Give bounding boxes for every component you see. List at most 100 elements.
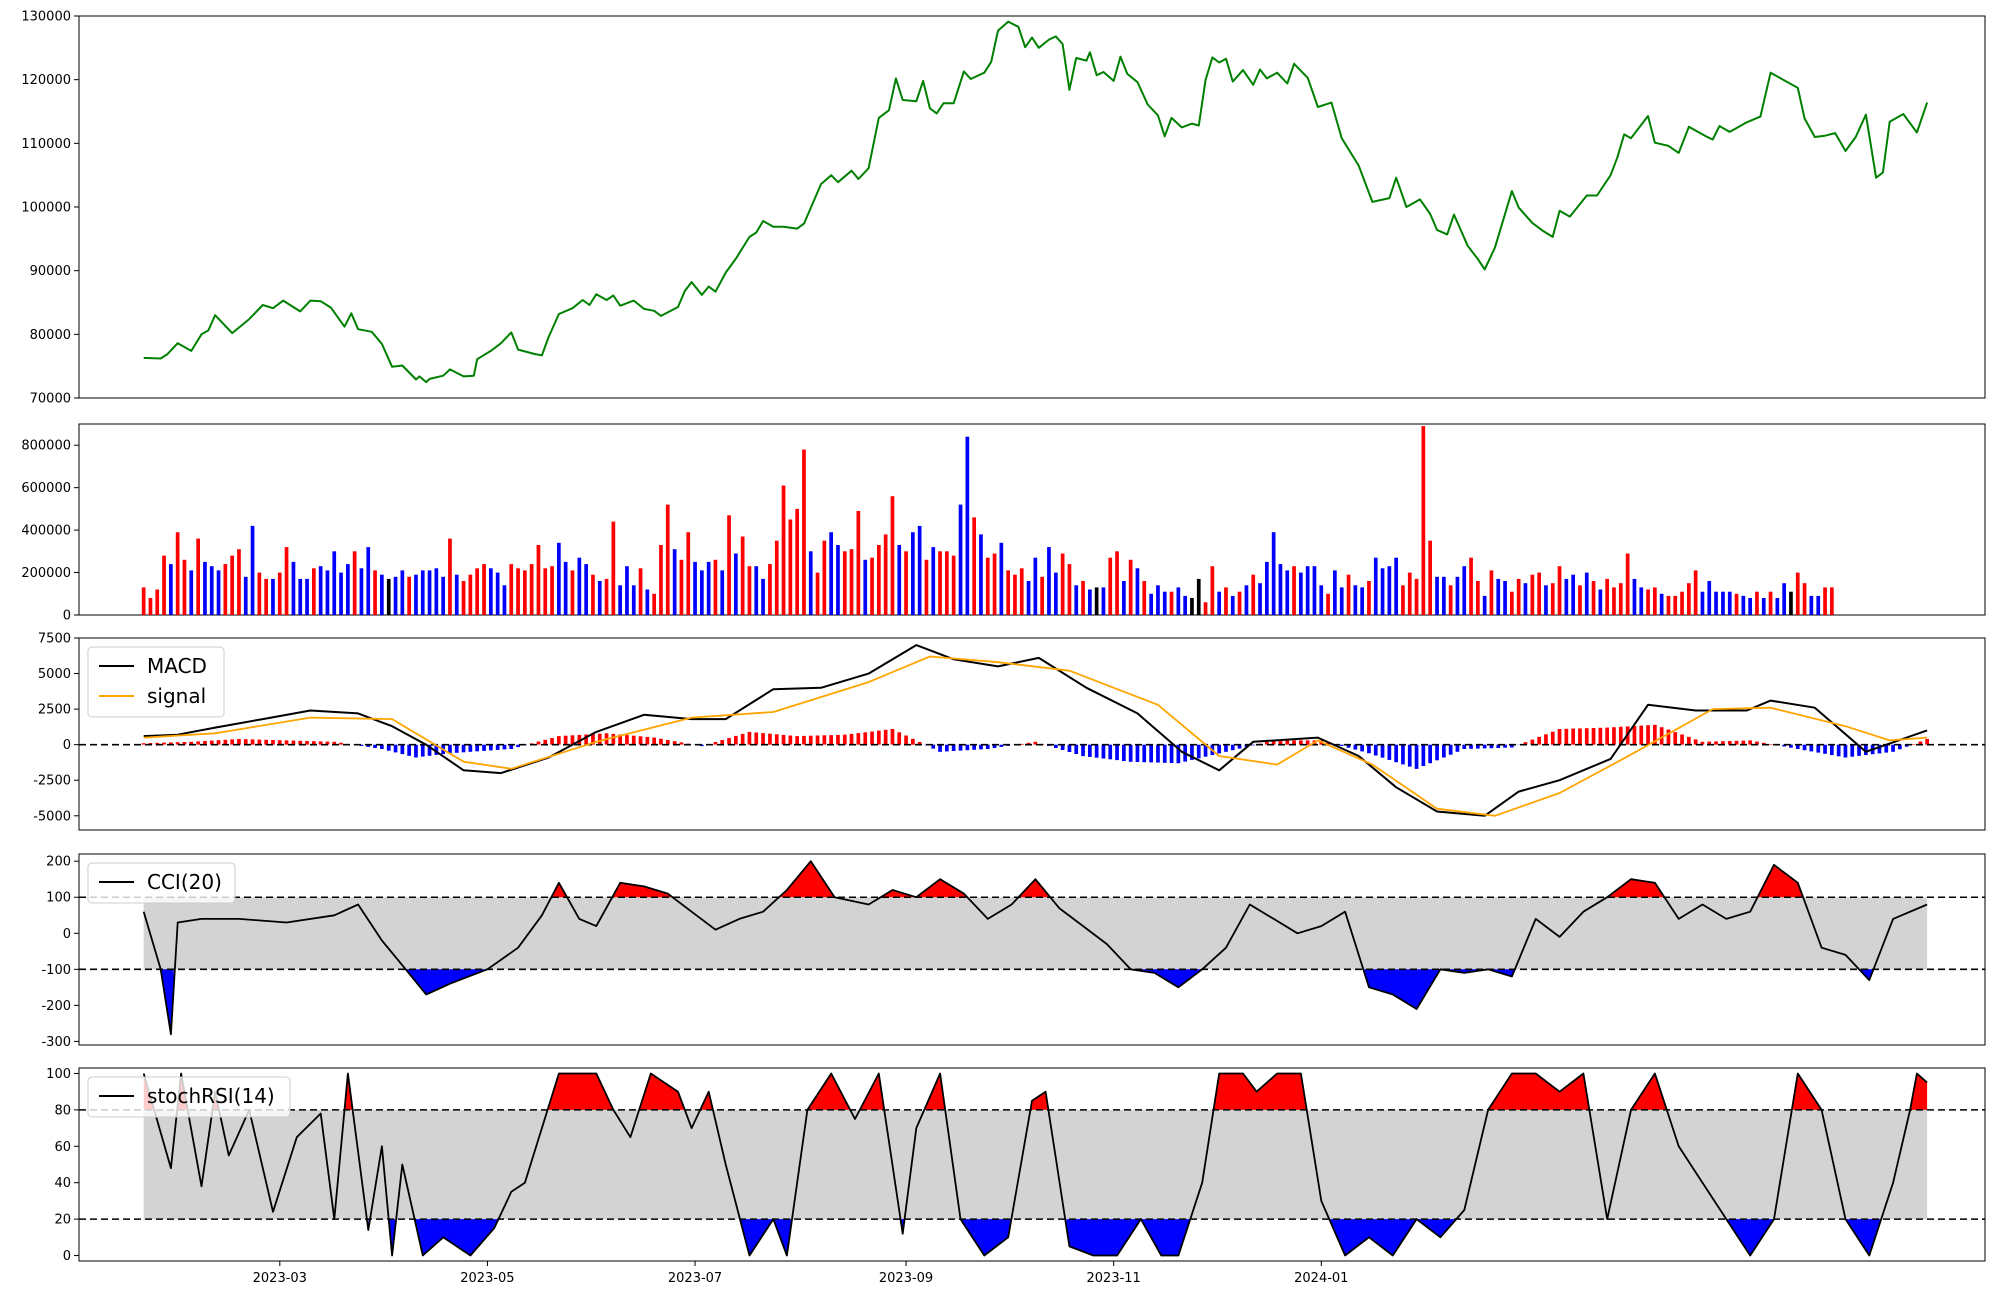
volume-bar <box>1401 585 1405 615</box>
volume-bar <box>1741 595 1746 615</box>
volume-bar <box>577 557 582 615</box>
volume-bar <box>373 570 377 615</box>
macd-histogram-bar <box>1659 727 1664 745</box>
macd-histogram-bar <box>1605 727 1609 745</box>
volume-bar <box>1414 578 1419 615</box>
volume-bar <box>1516 578 1521 615</box>
macd-histogram-bar <box>1843 744 1848 758</box>
macd-histogram-bar <box>829 735 833 745</box>
volume-bar <box>1278 564 1283 615</box>
volume-bar <box>652 593 656 615</box>
volume-bar <box>1367 581 1371 615</box>
volume-bar <box>1469 557 1473 615</box>
volume-bar <box>1251 574 1256 615</box>
macd-histogram-bar <box>386 744 391 751</box>
volume-bar <box>604 578 609 615</box>
stochrsi-overbought-fill <box>1910 1073 1928 1110</box>
macd-histogram-bar <box>1734 740 1739 745</box>
macd-histogram-bar <box>856 733 861 745</box>
macd-histogram-bar <box>1101 744 1106 759</box>
macd-histogram-bar <box>1033 741 1038 745</box>
macd-histogram-bar <box>1326 742 1330 745</box>
volume-bar <box>182 559 187 615</box>
volume-bar <box>209 566 214 615</box>
volume-ytick-label: 800000 <box>21 439 71 454</box>
volume-bar <box>693 561 697 615</box>
stochrsi-band <box>143 1109 1928 1220</box>
volume-bar <box>1258 583 1262 615</box>
macd-histogram-bar <box>1122 744 1126 761</box>
volume-bar <box>1033 557 1038 615</box>
volume-bar <box>965 436 970 615</box>
macd-histogram-bar <box>679 742 684 745</box>
volume-bar <box>1244 585 1249 615</box>
volume-bar <box>1809 595 1814 615</box>
volume-bar <box>1006 570 1010 615</box>
macd-histogram-bar <box>1149 744 1153 763</box>
macd-histogram-bar <box>931 744 936 749</box>
macd-histogram-bar <box>543 739 548 745</box>
date-tick-label: 2023-11 <box>1087 1271 1141 1286</box>
macd-histogram-bar <box>1251 744 1256 746</box>
price-line <box>143 20 1929 384</box>
macd-histogram-bar <box>1265 742 1269 745</box>
volume-bar <box>924 559 929 615</box>
macd-histogram-bar <box>264 739 268 745</box>
cci-oversold-fill <box>1130 969 1203 988</box>
volume-bar <box>842 551 847 615</box>
stochrsi-overbought-fill <box>345 1073 353 1110</box>
stochrsi-legend-label: stochRSI(14) <box>147 1084 275 1108</box>
macd-histogram-bar <box>169 742 173 745</box>
volume-bar <box>1040 576 1044 615</box>
macd-ytick-label: 2500 <box>38 703 71 718</box>
macd-histogram-bar <box>1898 744 1902 750</box>
volume-bar <box>672 549 677 615</box>
macd-histogram-bar <box>1224 744 1228 752</box>
stochrsi-overbought-fill <box>861 1073 884 1110</box>
volume-bar <box>1333 570 1337 615</box>
cci-overbought-fill <box>779 861 835 898</box>
date-axis: 2023-03 2023-05 2023-07 2023-09 2023-11 2024-… <box>253 1261 1348 1286</box>
volume-bar <box>386 578 391 615</box>
macd-histogram-bar <box>1782 744 1786 747</box>
volume-bar <box>509 564 514 615</box>
volume-bar <box>189 570 194 615</box>
volume-bar <box>1271 532 1276 615</box>
macd-histogram-bar <box>1673 732 1678 745</box>
volume-bar <box>1789 591 1793 615</box>
volume-bar <box>1659 593 1664 615</box>
cci-band <box>143 897 1928 970</box>
macd-histogram-bar <box>992 744 997 748</box>
volume-bar <box>563 561 568 615</box>
macd-histogram-bar <box>339 742 343 745</box>
volume-bar <box>1598 589 1603 615</box>
volume-bar <box>162 555 166 615</box>
macd-histogram-bar <box>1523 742 1528 745</box>
macd-histogram-bar <box>1618 726 1623 745</box>
volume-bar <box>1591 581 1596 615</box>
volume-bar <box>1169 591 1174 615</box>
macd-histogram-bar <box>400 744 405 755</box>
volume-bar <box>448 538 452 615</box>
volume-bar <box>216 570 221 615</box>
macd-histogram-bar <box>536 741 541 745</box>
volume-bar <box>1122 581 1126 615</box>
macd-histogram-bar <box>1271 740 1276 745</box>
macd-histogram-bar <box>1584 728 1589 745</box>
macd-histogram-bar <box>189 741 194 745</box>
macd-legend-label: MACD <box>147 654 207 678</box>
volume-bar <box>1673 595 1678 615</box>
volume-bar <box>1462 566 1467 615</box>
macd-histogram-bar <box>808 735 813 745</box>
macd-histogram-bar <box>897 732 902 745</box>
macd-ytick-label: 5000 <box>38 667 71 682</box>
macd-histogram-bar <box>1067 744 1072 752</box>
macd-histogram-bar <box>836 734 840 745</box>
volume-bar <box>1101 587 1106 615</box>
volume-bar <box>1755 591 1759 615</box>
macd-histogram-bar <box>1135 744 1140 762</box>
volume-bar <box>1265 561 1269 615</box>
macd-histogram-bar <box>1891 744 1895 752</box>
macd-histogram-bar <box>611 733 616 745</box>
